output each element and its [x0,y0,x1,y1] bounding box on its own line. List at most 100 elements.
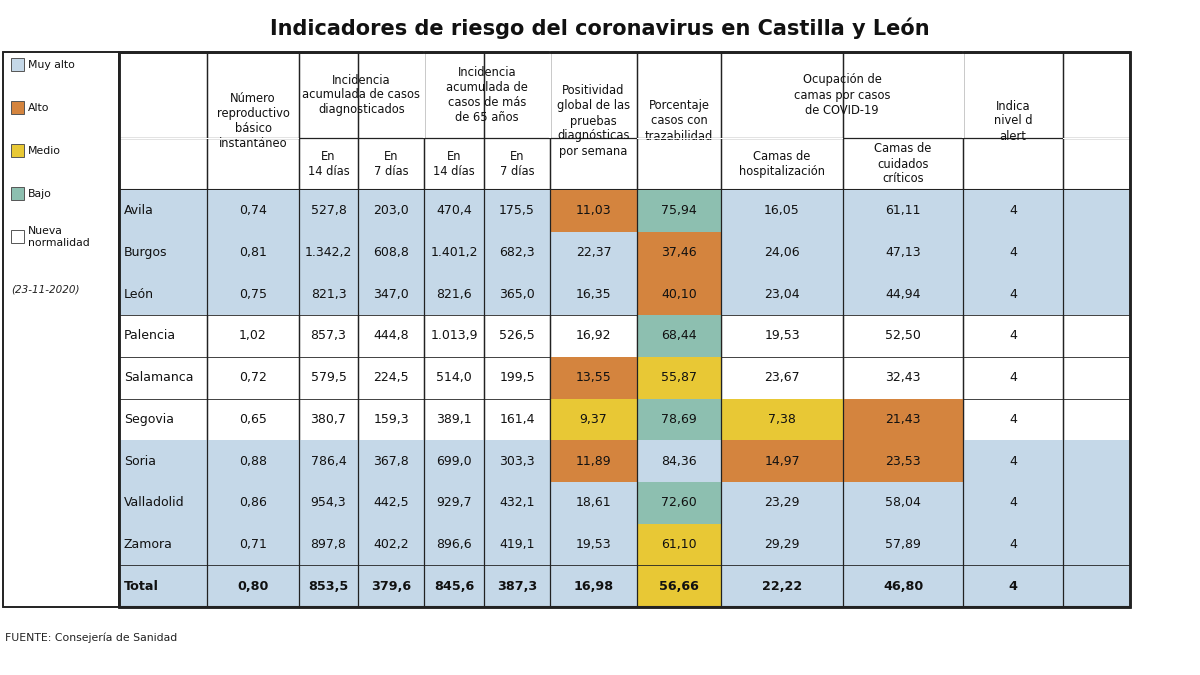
Text: 402,2: 402,2 [373,538,409,551]
Text: Positividad
global de las
pruebas
diagnósticas
por semana: Positividad global de las pruebas diagnó… [557,84,630,157]
Text: 1,02: 1,02 [239,329,266,342]
Bar [637,357,721,398]
Text: 896,6: 896,6 [436,538,472,551]
Bar [962,50,964,138]
Text: 608,8: 608,8 [373,246,409,259]
Text: 579,5: 579,5 [311,371,347,384]
Text: Bajo: Bajo [28,189,52,199]
Text: 16,98: 16,98 [574,580,613,593]
Text: Ocupación de
camas por casos
de COVID-19: Ocupación de camas por casos de COVID-19 [793,74,890,117]
Text: 78,69: 78,69 [661,413,697,426]
Text: 4: 4 [1009,496,1016,509]
Text: 84,36: 84,36 [661,454,697,468]
Text: 159,3: 159,3 [373,413,409,426]
Text: 514,0: 514,0 [436,371,472,384]
Bar [119,52,1130,607]
Text: Indicadores de riesgo del coronavirus en Castilla y León: Indicadores de riesgo del coronavirus en… [270,18,930,38]
Bar [11,230,24,243]
Bar [2,52,119,607]
Text: 23,67: 23,67 [764,371,800,384]
Text: 32,43: 32,43 [886,371,920,384]
Bar [550,190,637,232]
Text: 365,0: 365,0 [499,288,535,301]
Text: 389,1: 389,1 [436,413,472,426]
Text: 845,6: 845,6 [434,580,474,593]
Text: 367,8: 367,8 [373,454,409,468]
Text: Total: Total [124,580,158,593]
Text: 58,04: 58,04 [886,496,920,509]
Text: 161,4: 161,4 [499,413,535,426]
Bar [119,273,1130,315]
Text: 0,81: 0,81 [239,246,266,259]
Bar [550,357,637,398]
Bar [842,398,964,440]
Text: 9,37: 9,37 [580,413,607,426]
Bar [119,52,1130,607]
Text: Alto: Alto [28,103,49,113]
Text: 786,4: 786,4 [311,454,347,468]
Bar [119,524,1130,565]
Text: 13,55: 13,55 [576,371,611,384]
Bar [550,50,551,138]
Text: 380,7: 380,7 [311,413,347,426]
Text: En
14 días: En 14 días [433,150,475,178]
Text: 0,74: 0,74 [239,205,266,217]
Text: 14,97: 14,97 [764,454,800,468]
Text: 16,35: 16,35 [576,288,611,301]
Bar [637,524,721,565]
Bar [2,52,119,607]
Bar [637,398,721,440]
Text: Camas de
hospitalización: Camas de hospitalización [739,150,826,178]
Text: 0,88: 0,88 [239,454,266,468]
Text: 444,8: 444,8 [373,329,409,342]
Bar [842,440,964,482]
Text: 857,3: 857,3 [311,329,347,342]
Bar [637,232,721,273]
Bar [637,273,721,315]
Text: Número
reproductivo
básico
instantáneo: Número reproductivo básico instantáneo [216,92,289,150]
Text: 23,04: 23,04 [764,288,800,301]
Text: 19,53: 19,53 [576,538,611,551]
Text: En
14 días: En 14 días [307,150,349,178]
Bar [11,144,24,157]
Text: 4: 4 [1009,454,1016,468]
Text: Segovia: Segovia [124,413,174,426]
Text: 699,0: 699,0 [436,454,472,468]
Bar [11,101,24,114]
Text: Medio: Medio [28,146,61,156]
Bar [11,58,24,71]
Text: 4: 4 [1009,538,1016,551]
Text: 821,3: 821,3 [311,288,347,301]
Text: Muy alto: Muy alto [28,60,74,70]
Text: Camas de
cuidados
críticos: Camas de cuidados críticos [875,142,931,186]
Text: Salamanca: Salamanca [124,371,193,384]
Text: 22,22: 22,22 [762,580,802,593]
Text: 19,53: 19,53 [764,329,800,342]
Bar [119,440,1130,482]
Text: 527,8: 527,8 [311,205,347,217]
Bar [424,50,425,138]
Text: 11,03: 11,03 [576,205,611,217]
Text: Burgos: Burgos [124,246,168,259]
Text: 68,44: 68,44 [661,329,697,342]
Bar [119,482,1130,524]
Text: En
7 días: En 7 días [499,150,534,178]
Text: 75,94: 75,94 [661,205,697,217]
Text: 4: 4 [1009,329,1016,342]
Text: 470,4: 470,4 [436,205,472,217]
Text: 821,6: 821,6 [436,288,472,301]
Text: 4: 4 [1009,371,1016,384]
Text: 0,71: 0,71 [239,538,266,551]
Text: 18,61: 18,61 [576,496,611,509]
Text: 57,89: 57,89 [886,538,920,551]
Text: En
7 días: En 7 días [373,150,408,178]
Text: Indica
nivel d
alert: Indica nivel d alert [994,99,1032,142]
Text: 0,65: 0,65 [239,413,266,426]
Text: 0,80: 0,80 [238,580,269,593]
Bar [637,565,721,607]
Bar [119,232,1130,273]
Text: 0,75: 0,75 [239,288,266,301]
Text: 4: 4 [1009,288,1016,301]
Text: 40,10: 40,10 [661,288,697,301]
Text: 4: 4 [1009,413,1016,426]
